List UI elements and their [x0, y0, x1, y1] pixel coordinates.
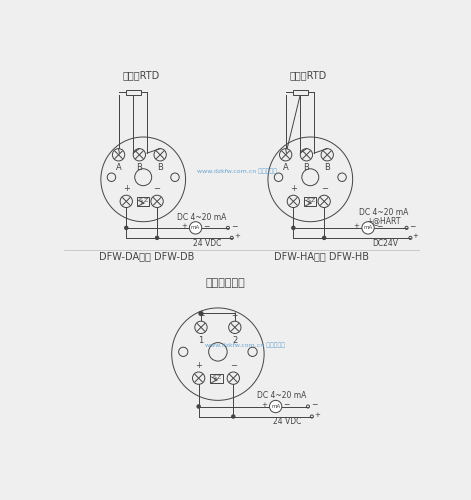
Circle shape [248, 347, 257, 356]
Circle shape [279, 148, 292, 161]
Text: −: − [198, 310, 204, 320]
Circle shape [323, 236, 326, 240]
Text: +: + [123, 184, 130, 193]
Circle shape [287, 195, 300, 207]
Text: +: + [234, 234, 240, 239]
Circle shape [155, 236, 159, 240]
Circle shape [195, 321, 207, 334]
Text: A: A [283, 164, 289, 172]
Text: S: S [139, 198, 143, 203]
Text: −: − [284, 400, 290, 409]
Circle shape [300, 148, 313, 161]
Circle shape [274, 173, 283, 182]
Circle shape [209, 342, 227, 361]
Bar [292, 90, 308, 94]
Text: +: + [314, 412, 320, 418]
Text: DC 4~20 mA: DC 4~20 mA [257, 391, 307, 400]
Circle shape [101, 137, 186, 222]
Circle shape [268, 137, 353, 222]
Text: 热电偶接线图: 热电偶接线图 [206, 278, 245, 288]
Text: +: + [261, 402, 267, 408]
Text: +: + [290, 184, 297, 193]
Circle shape [338, 173, 346, 182]
Text: +: + [195, 360, 202, 370]
Text: 2: 2 [232, 336, 237, 345]
Text: 1: 1 [198, 336, 203, 345]
Text: Z: Z [217, 375, 221, 380]
Circle shape [125, 226, 128, 230]
Text: −: − [376, 222, 382, 231]
Circle shape [189, 222, 202, 234]
Circle shape [113, 148, 125, 161]
Circle shape [199, 312, 203, 316]
Text: S: S [212, 375, 216, 380]
Text: B: B [137, 164, 142, 172]
Text: mA: mA [271, 404, 280, 409]
Text: www.dzkfw.com.cn 电子开发网: www.dzkfw.com.cn 电子开发网 [197, 169, 277, 174]
Text: −: − [311, 400, 317, 409]
Bar [304, 197, 317, 206]
Text: www.dzkfw.com.cn 电子开发网: www.dzkfw.com.cn 电子开发网 [205, 342, 285, 347]
Text: DFW-HA、或 DFW-HB: DFW-HA、或 DFW-HB [274, 252, 369, 262]
Text: Z: Z [310, 198, 315, 203]
Bar [210, 374, 222, 383]
Circle shape [269, 400, 282, 412]
Text: −: − [230, 360, 237, 370]
Circle shape [172, 308, 264, 400]
Circle shape [171, 173, 179, 182]
Text: −: − [321, 184, 328, 193]
Text: −: − [410, 222, 416, 231]
Text: 24 VDC: 24 VDC [273, 418, 301, 426]
Bar [126, 90, 141, 94]
Text: +: + [232, 310, 238, 320]
Circle shape [107, 173, 116, 182]
Text: B: B [325, 164, 330, 172]
Circle shape [232, 415, 235, 418]
Circle shape [227, 372, 239, 384]
Circle shape [229, 321, 241, 334]
Text: S: S [306, 198, 310, 203]
Circle shape [133, 148, 146, 161]
Text: mA: mA [191, 226, 200, 230]
Text: +@HART: +@HART [366, 216, 401, 224]
Text: DC 4~20 mA: DC 4~20 mA [359, 208, 408, 217]
Circle shape [292, 226, 295, 230]
Text: B: B [157, 164, 163, 172]
Circle shape [318, 195, 330, 207]
Text: −: − [154, 184, 161, 193]
Text: B: B [303, 164, 309, 172]
Text: +: + [354, 224, 359, 230]
Text: DC24V: DC24V [372, 239, 398, 248]
Text: Z: Z [143, 198, 147, 203]
Text: mA: mA [364, 226, 373, 230]
Circle shape [362, 222, 374, 234]
Text: 热电阻RTD: 热电阻RTD [122, 70, 160, 81]
Circle shape [151, 195, 163, 207]
Text: +: + [181, 224, 187, 230]
Text: +: + [413, 234, 419, 239]
Bar [137, 197, 149, 206]
Text: 热电阻RTD: 热电阻RTD [289, 70, 326, 81]
Text: DC 4~20 mA: DC 4~20 mA [177, 214, 227, 222]
Text: DFW-DA、或 DFW-DB: DFW-DA、或 DFW-DB [99, 252, 195, 262]
Circle shape [197, 405, 200, 408]
Circle shape [193, 372, 205, 384]
Circle shape [321, 148, 333, 161]
Circle shape [302, 169, 319, 186]
Text: 24 VDC: 24 VDC [193, 239, 221, 248]
Text: A: A [116, 164, 122, 172]
Text: −: − [203, 222, 210, 231]
Circle shape [179, 347, 188, 356]
Circle shape [154, 148, 166, 161]
Circle shape [120, 195, 132, 207]
Text: −: − [231, 222, 237, 231]
Circle shape [135, 169, 152, 186]
